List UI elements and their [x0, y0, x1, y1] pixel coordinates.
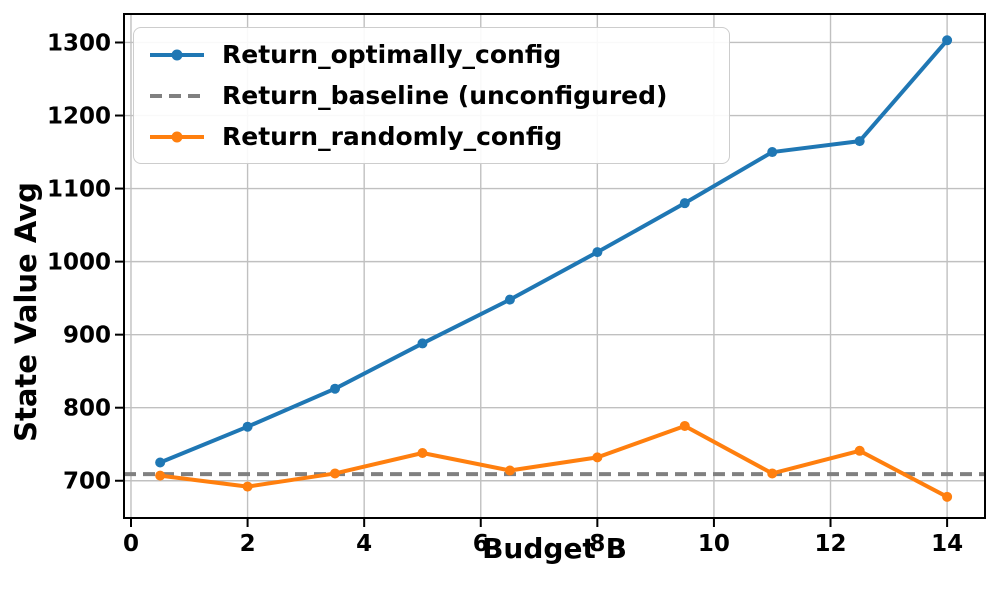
- x-tick-label: 10: [698, 531, 730, 557]
- series-2-marker: [767, 468, 778, 479]
- x-tick-label: 6: [473, 531, 489, 557]
- axes-box: [123, 13, 986, 519]
- series-0-marker: [679, 198, 690, 209]
- y-tick-label: 1100: [47, 177, 111, 203]
- x-tick-label: 2: [240, 531, 256, 557]
- series-2-marker: [592, 452, 603, 463]
- legend-item: Return_optimally_config: [148, 40, 719, 69]
- y-tick-label: 1000: [47, 250, 111, 276]
- series-0-marker: [155, 457, 166, 468]
- x-tick-label: 0: [123, 531, 139, 557]
- legend-label: Return_randomly_config: [222, 122, 563, 151]
- y-axis-title: State Value Avg: [9, 182, 43, 442]
- series-2-marker: [242, 481, 253, 492]
- series-2-marker: [504, 465, 515, 476]
- legend-line-swatch: [150, 131, 204, 142]
- series-2-marker: [330, 468, 341, 479]
- series-0-marker: [242, 421, 253, 432]
- legend-item: Return_randomly_config: [148, 122, 719, 151]
- series-0-marker: [417, 338, 428, 349]
- series-0-marker: [942, 35, 953, 46]
- series-0-marker: [330, 383, 341, 394]
- legend-item: Return_baseline (unconfigured): [148, 81, 719, 110]
- series-2-marker: [679, 420, 690, 431]
- legend: Return_optimally_config Return_baseline (…: [133, 27, 730, 164]
- legend-marker-icon: [171, 131, 183, 142]
- y-tick-label: 700: [63, 469, 111, 495]
- series-2-line: [158, 423, 950, 499]
- x-tick-label: 4: [356, 531, 372, 557]
- y-tick-label: 800: [63, 396, 111, 422]
- series-0-line: [158, 38, 950, 465]
- legend-dashed-line-swatch: [150, 93, 204, 98]
- legend-label: Return_baseline (unconfigured): [222, 81, 668, 110]
- y-tick-label: 1300: [47, 30, 111, 56]
- series-0-marker: [504, 294, 515, 305]
- x-axis-title: Budget B: [482, 532, 627, 565]
- y-tick-label: 1200: [47, 104, 111, 130]
- series-2-marker: [417, 447, 428, 458]
- legend-marker-icon: [171, 49, 183, 60]
- legend-label: Return_optimally_config: [222, 40, 562, 69]
- series-0-marker: [767, 147, 778, 158]
- series-0-marker: [592, 247, 603, 258]
- series-2-marker: [854, 445, 865, 456]
- x-tick-label: 12: [815, 531, 847, 557]
- x-tick-label: 14: [931, 531, 963, 557]
- series-2-marker: [155, 470, 166, 481]
- legend-line-swatch: [150, 49, 204, 60]
- x-tick-label: 8: [589, 531, 605, 557]
- series-2-marker: [942, 491, 953, 502]
- series-0-marker: [854, 136, 865, 147]
- y-tick-label: 900: [63, 323, 111, 349]
